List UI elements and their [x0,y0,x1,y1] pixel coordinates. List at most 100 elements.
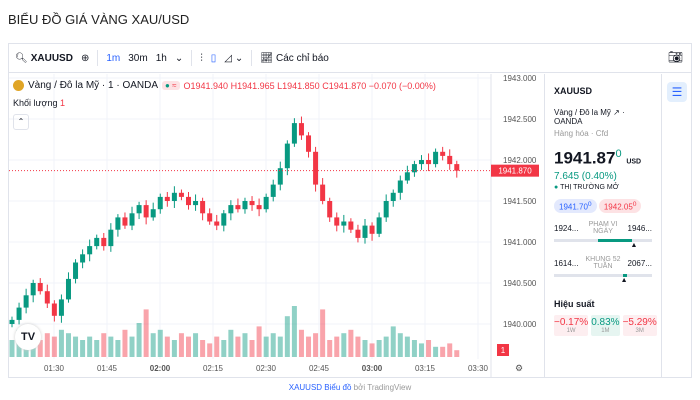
panel-symbol: XAUUSD [554,86,593,96]
candle [291,123,297,144]
area-style-button[interactable]: ◿ ⌄ [224,53,243,64]
last-price-badge [491,164,539,177]
attribution-link[interactable]: XAUUSD Biểu đồ [288,383,352,392]
settings-icon: ⚙ [515,363,523,373]
candle [178,192,184,197]
camera-icon[interactable]: 📷︎ [667,50,683,64]
panel-price: 1941.870 USD [554,148,642,168]
collapse-legend-button[interactable]: ⌃ [13,114,29,130]
candle [16,307,22,320]
candle [87,246,93,255]
volume-bar [249,340,255,357]
candle [277,168,283,185]
panel-change: 7.645 (0.40%) [554,170,617,182]
volume-bar [362,340,368,357]
compare-add-button[interactable]: ⊕ [81,53,89,64]
page-title: BIỂU ĐỒ GIÁ VÀNG XAU/USD [8,12,190,27]
bid-price: 1941.700 [554,198,597,214]
symbol-info-panel: XAUUSD Vàng / Đô la Mỹ ↗ · OANDA Hàng hó… [544,74,661,377]
chevron-down-icon: ⌄ [174,52,184,64]
oanda-logo-icon [13,80,24,91]
time-tick-label: 03:00 [362,364,383,373]
volume-bar [313,333,319,357]
candle [136,205,142,214]
volume-bar [327,340,333,357]
candle [397,180,403,193]
symbol-search-button[interactable]: 🔍︎ XAUUSD [15,53,73,64]
external-link-icon: ↗ [613,108,620,117]
volume-bar [348,329,354,357]
candle [426,160,432,165]
interval-1h[interactable]: 1h [155,52,167,64]
candle [383,201,389,218]
price-tick-label: 1943.000 [503,74,537,83]
volume-bar [228,329,234,357]
plus-circle-icon: ⊕ [80,52,90,64]
volume-bar [263,336,269,357]
volume-bar [37,340,43,357]
candles-style-button[interactable]: ▯ [211,53,217,64]
candle [108,229,114,247]
indicators-button[interactable]: 📈︎ Các chỉ báo [260,53,329,64]
candle [404,172,410,181]
interval-dropdown[interactable]: ⌄ [175,53,183,64]
candle [171,192,177,201]
volume-bar [235,336,241,357]
tradingview-logo-icon: TV [15,324,41,350]
market-status-icon: ● ≈ [162,81,180,90]
price-tick-label: 1941.000 [503,238,537,247]
performance-title: Hiệu suất [554,299,595,310]
perf-3m[interactable]: −5.29% 3M [622,315,657,337]
area-chart-icon: ◿ [224,52,232,64]
chart-canvas[interactable]: 1943.000 1942.500 1942.000 1941.500 1941.000… [9,74,541,377]
panel-type: Hàng hóa · Cfd [554,129,609,138]
candle [157,196,163,210]
price-chart[interactable]: 1943.000 1942.500 1942.000 1941.500 1941.000… [9,74,541,377]
candle [193,201,199,206]
price-tick-label: 1940.500 [503,279,537,288]
time-tick-label: 02:30 [256,364,277,373]
details-list-icon[interactable]: ☰ [667,82,687,102]
candle [186,196,191,206]
volume-legend: Khối lượng 1 [13,98,65,108]
time-tick-label: 03:15 [415,364,436,373]
panel-description[interactable]: Vàng / Đô la Mỹ ↗ · OANDA [554,108,625,126]
attribution: XAUUSD Biểu đồ bởi TradingView [288,383,412,392]
last-price-label: 1941.870 [498,167,532,176]
time-tick-label: 02:45 [309,364,330,373]
volume-bar [447,343,453,357]
volume-bar [284,316,290,357]
candle [320,184,326,201]
volume-bar [221,340,227,357]
candle [44,291,50,304]
ask-price: 1942.050 [598,198,642,214]
candle [418,160,424,165]
performance-list: −0.17% 1W 0.83% 1M −5.29% 3M [554,315,657,337]
bars-style-button[interactable]: ⫶ [200,53,203,64]
volume-bar [454,350,460,357]
volume-bar [440,346,446,357]
market-open-status: ● THỊ TRƯỜNG MỞ [554,183,619,191]
price-tick-label: 1942.000 [503,156,537,165]
volume-bar [193,333,199,357]
candle [242,201,248,210]
candle [334,217,340,226]
volume-bar [334,336,340,357]
time-tick-label: 01:45 [97,364,118,373]
candle [228,205,234,214]
volume-bar [200,340,206,357]
interval-30m[interactable]: 30m [128,52,148,64]
candle [390,192,396,201]
volume-bar [150,333,156,357]
volume-bar [376,340,382,357]
price-tick-label: 1941.500 [503,197,537,206]
candle [221,213,227,226]
perf-1w[interactable]: −0.17% 1W [554,315,589,337]
volume-bar [397,333,403,357]
time-tick-label: 02:00 [150,364,171,373]
candle [433,151,439,165]
perf-1m[interactable]: 0.83% 1M [591,315,620,337]
candle [355,229,361,238]
interval-1m[interactable]: 1m [106,52,121,64]
candle [101,237,107,247]
